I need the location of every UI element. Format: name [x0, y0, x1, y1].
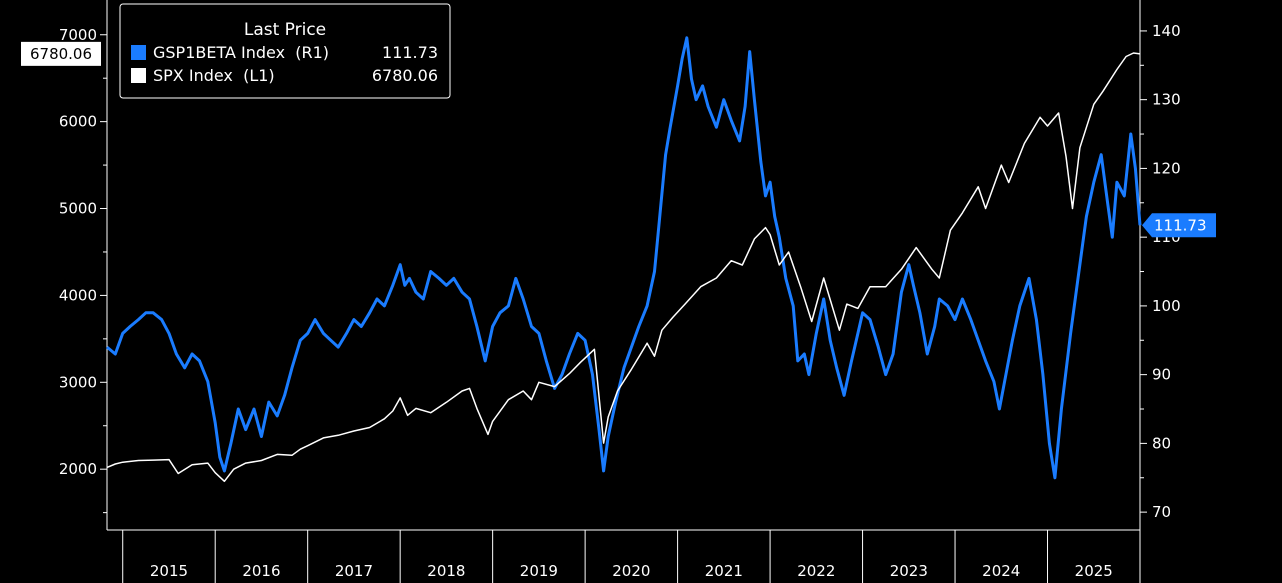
- legend-label-gsp1beta: GSP1BETA Index (R1): [153, 43, 329, 62]
- legend: Last Price GSP1BETA Index (R1) 111.73 SP…: [119, 3, 451, 99]
- legend-label-spx: SPX Index (L1): [153, 66, 275, 85]
- right-tick-label: 70: [1152, 503, 1171, 521]
- legend-value-gsp1beta: 111.73: [382, 43, 438, 62]
- right-tick-label: 100: [1152, 297, 1181, 315]
- right-tick-label: 90: [1152, 366, 1171, 384]
- left-tick-label: 2000: [59, 460, 97, 478]
- right-tick-label: 120: [1152, 159, 1181, 177]
- x-tick-label: 2016: [242, 562, 280, 580]
- right-last-value-callout: 111.73: [1142, 213, 1216, 238]
- x-tick-label: 2019: [520, 562, 558, 580]
- left-tick-label: 4000: [59, 286, 97, 304]
- legend-box: [119, 3, 451, 99]
- legend-swatch-gsp1beta: [131, 45, 146, 60]
- x-tick-label: 2018: [427, 562, 465, 580]
- left-tick-label: 6000: [59, 113, 97, 131]
- series-layer: [106, 36, 1142, 483]
- legend-value-spx: 6780.06: [372, 66, 438, 85]
- left-last-value-callout: 6780.06: [21, 41, 101, 66]
- x-axis-ticks: 2015 2016 2017 2018 2019 2020 2021 2022 2023 2024…: [122, 530, 1141, 583]
- x-tick-label: 2015: [150, 562, 188, 580]
- legend-title: Last Price: [244, 20, 326, 40]
- left-axis-ticks: 2000 3000 4000 5000 6000 7000: [59, 26, 107, 514]
- right-tick-label: 80: [1152, 434, 1171, 452]
- x-tick-label: 2021: [705, 562, 743, 580]
- x-tick-label: 2017: [335, 562, 373, 580]
- left-tick-label: 3000: [59, 373, 97, 391]
- right-callout-box: [1142, 213, 1216, 238]
- right-callout-label: 111.73: [1154, 216, 1207, 234]
- left-callout-label: 6780.06: [30, 45, 92, 63]
- series-line-spx: [106, 52, 1141, 483]
- x-tick-label: 2023: [890, 562, 928, 580]
- right-tick-label: 140: [1152, 22, 1181, 40]
- left-tick-label: 7000: [59, 26, 97, 44]
- right-tick-label: 130: [1152, 91, 1181, 109]
- left-callout-box: [21, 41, 101, 66]
- x-tick-label: 2022: [797, 562, 835, 580]
- legend-swatch-spx: [131, 68, 146, 83]
- x-tick-label: 2025: [1075, 562, 1113, 580]
- x-tick-label: 2020: [612, 562, 650, 580]
- series-line-gsp1beta: [106, 36, 1142, 480]
- x-tick-label: 2024: [982, 562, 1020, 580]
- left-tick-label: 5000: [59, 200, 97, 218]
